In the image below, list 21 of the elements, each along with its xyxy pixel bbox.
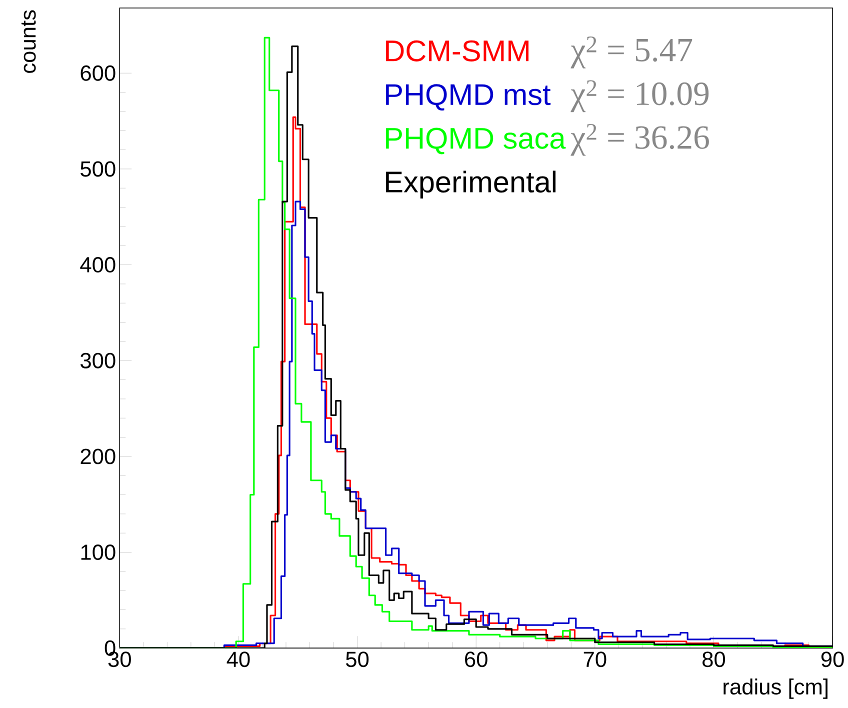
- x-tick-label: 70: [584, 652, 606, 668]
- y-tick-label: 400: [80, 257, 116, 273]
- x-tick-label: 50: [346, 652, 369, 668]
- y-tick-label: 500: [80, 161, 116, 177]
- y-tick-label: 100: [81, 544, 116, 560]
- y-tick-label: 600: [80, 65, 116, 81]
- x-tick-label: 60: [465, 652, 488, 668]
- annotation: χ$^{2}$ = 36.26: [570, 124, 709, 156]
- x-tick-label: 40: [226, 652, 250, 668]
- annotation: χ$^{2}$ = 10.09: [570, 80, 709, 112]
- y-tick-label: 200: [80, 448, 116, 464]
- y-axis-title: counts: [21, 10, 36, 73]
- text: Experimental: [386, 170, 556, 199]
- text: PHQMD mst: [386, 84, 551, 111]
- text: DCM-SMM: [386, 40, 528, 62]
- x-tick-label: 80: [702, 652, 726, 668]
- annotation: χ$^{2}$ = 5.47: [570, 36, 692, 68]
- text: PHQMD saca: [386, 128, 566, 154]
- x-tick-label: 90: [821, 652, 844, 668]
- y-tick-label: 300: [80, 352, 116, 368]
- x-axis-title: radius [cm]: [724, 678, 828, 699]
